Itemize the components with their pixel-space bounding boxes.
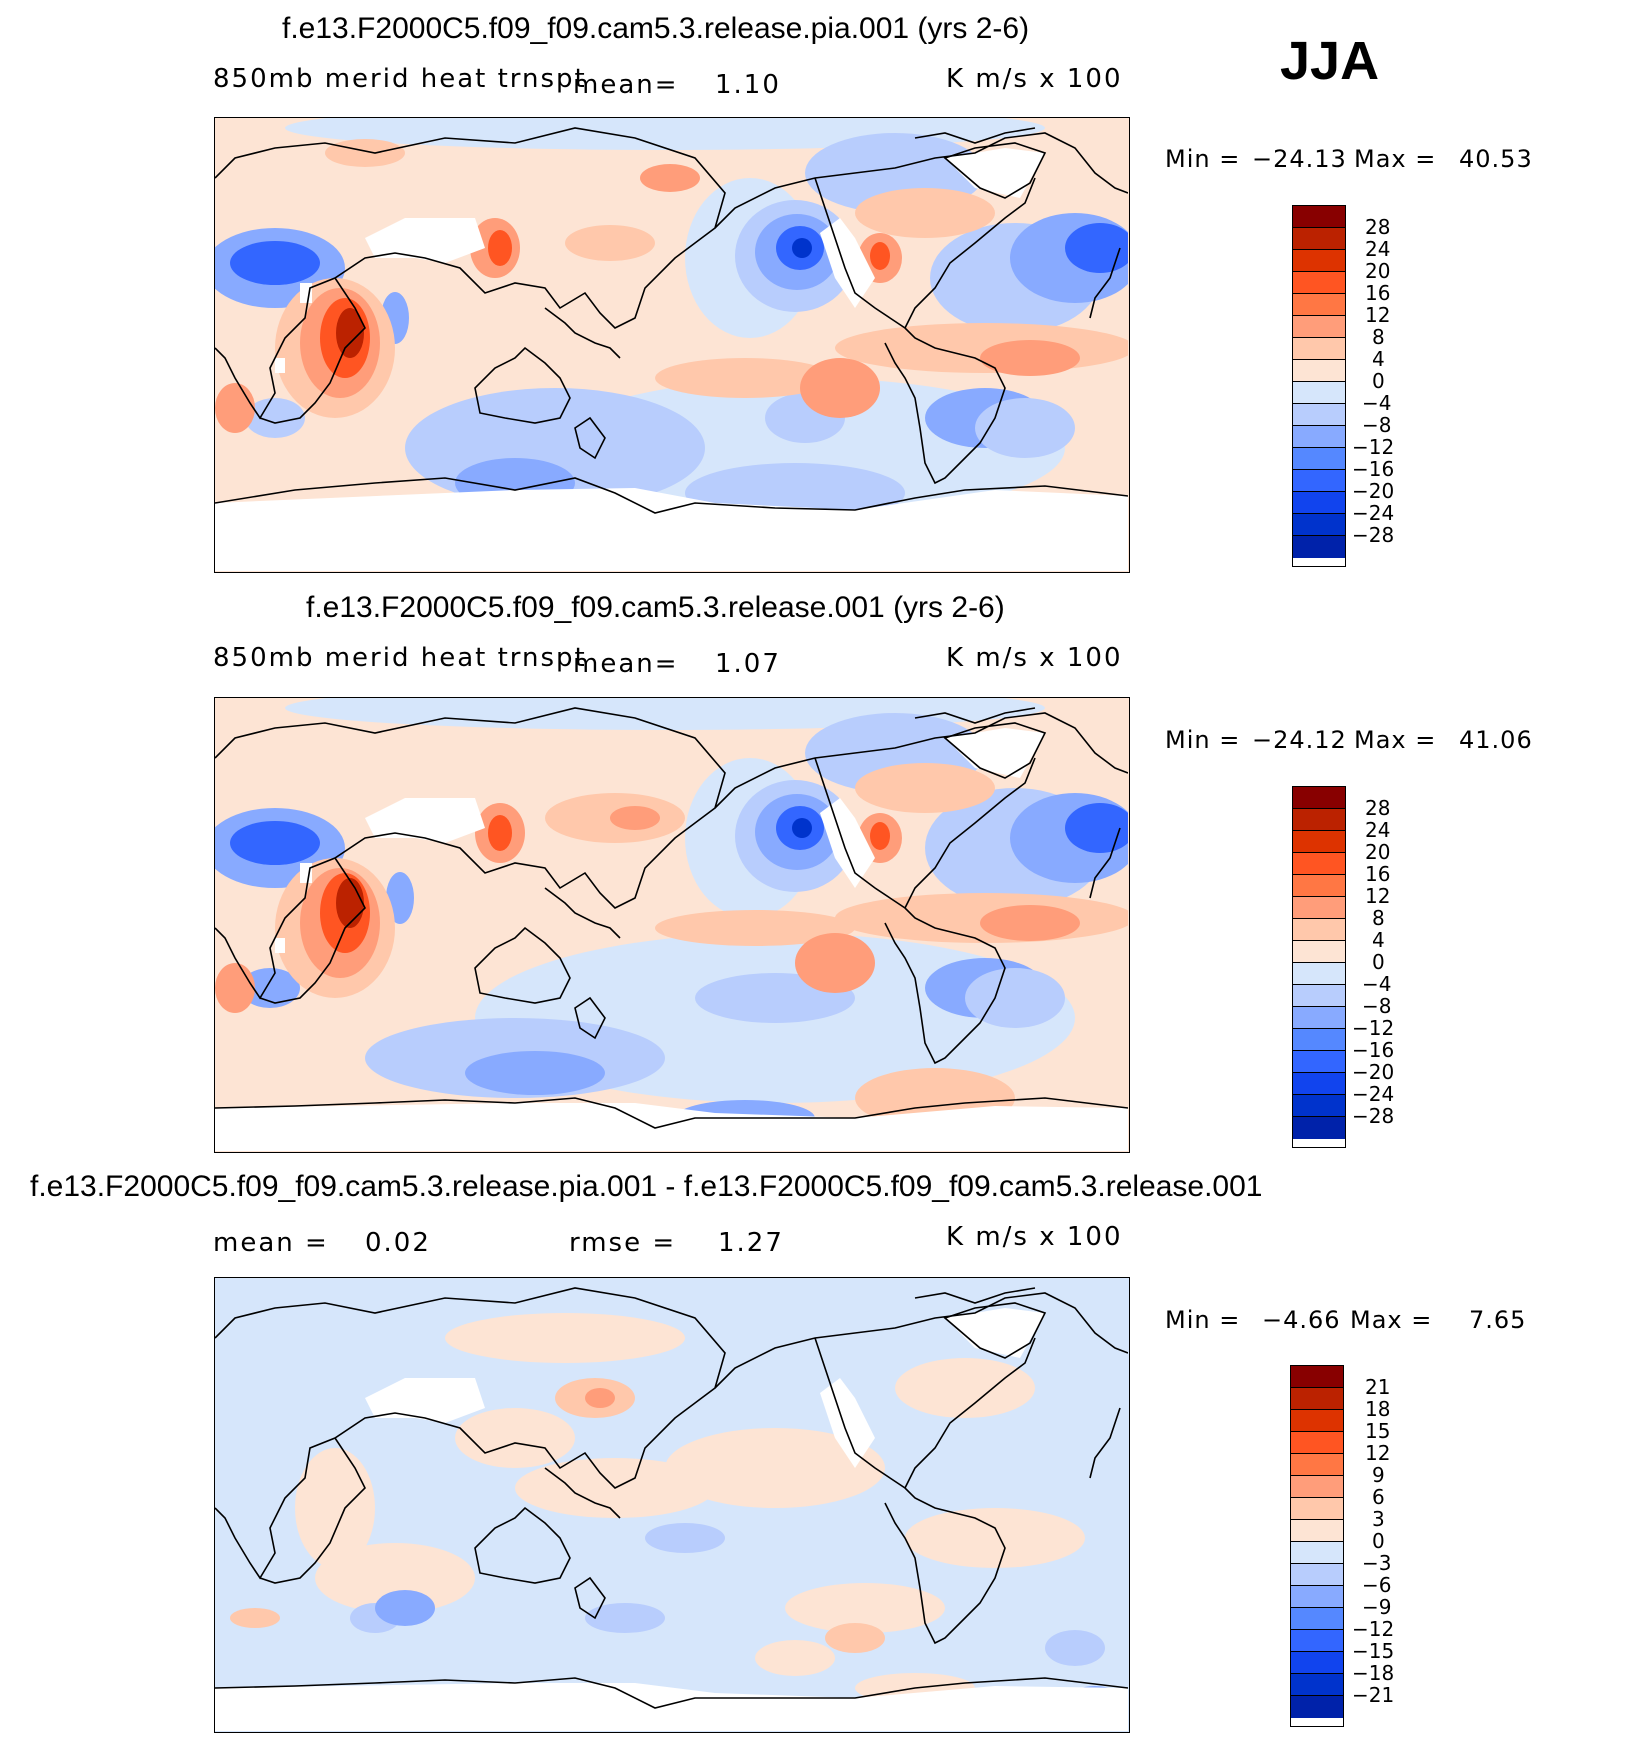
panel-1-tick: 20 xyxy=(1365,259,1391,283)
panel-2-tick: 28 xyxy=(1365,796,1391,820)
panel-3-tick: 21 xyxy=(1365,1375,1391,1399)
panel-2-tick: −20 xyxy=(1352,1060,1395,1084)
panel-3-tick: 0 xyxy=(1372,1529,1385,1553)
panel-2-tick: 0 xyxy=(1372,950,1385,974)
panel-3-title: f.e13.F2000C5.f09_f09.cam5.3.release.pia… xyxy=(30,1170,1263,1203)
panel-1-masked-regions xyxy=(215,148,1128,571)
panel-3-tick: 15 xyxy=(1365,1419,1391,1443)
panel-3-coastlines xyxy=(215,1287,1128,1709)
panel-1-tick: −16 xyxy=(1352,457,1395,481)
panel-1-variable: 850mb merid heat trnspt xyxy=(213,64,587,94)
panel-1-tick: −20 xyxy=(1352,479,1395,503)
panel-3-tick: 12 xyxy=(1365,1441,1391,1465)
panel-2-tick: 12 xyxy=(1365,884,1391,908)
season-label: JJA xyxy=(1280,31,1380,91)
panel-3-map xyxy=(214,1277,1130,1733)
panel-3-tick: 9 xyxy=(1372,1463,1385,1487)
panel-2-tick: 8 xyxy=(1372,906,1385,930)
panel-3-tick: 18 xyxy=(1365,1397,1391,1421)
panel-1-tick: 24 xyxy=(1365,237,1391,261)
panel-1-tick: 28 xyxy=(1365,215,1391,239)
panel-3-positive-anomalies xyxy=(230,1313,1085,1703)
panel-2-coastlines xyxy=(215,707,1128,1129)
panel-3-rmse-value: 1.27 xyxy=(718,1228,784,1258)
panel-1-tick: −28 xyxy=(1352,523,1395,547)
panel-2-max-value: 41.06 xyxy=(1459,726,1533,754)
panel-3-max-label: Max = xyxy=(1350,1306,1433,1334)
panel-1-tick: −8 xyxy=(1362,413,1392,437)
panel-2-max-label: Max = xyxy=(1354,726,1437,754)
panel-1-units: K m/s x 100 xyxy=(946,64,1123,94)
panel-1-min-label: Min = xyxy=(1165,145,1241,173)
panel-2-mean-label: mean= xyxy=(573,649,679,679)
panel-2-colorbar xyxy=(1292,786,1346,1148)
panel-2-tick: 24 xyxy=(1365,818,1391,842)
panel-3-tick: −9 xyxy=(1362,1595,1392,1619)
panel-3-mean-label: mean = xyxy=(213,1228,329,1258)
panel-1-tick: −24 xyxy=(1352,501,1395,525)
panel-1-mean-label: mean= xyxy=(573,70,679,100)
panel-2-tick: −4 xyxy=(1362,972,1392,996)
panel-2-tick: −8 xyxy=(1362,994,1392,1018)
panel-1-colorbar xyxy=(1292,205,1346,567)
panel-2-tick: 4 xyxy=(1372,928,1385,952)
panel-3-tick: −15 xyxy=(1352,1639,1395,1663)
panel-2-variable: 850mb merid heat trnspt xyxy=(213,643,587,673)
panel-2-units: K m/s x 100 xyxy=(946,643,1123,673)
panel-1-title: f.e13.F2000C5.f09_f09.cam5.3.release.pia… xyxy=(282,12,1030,45)
panel-3-tick: 3 xyxy=(1372,1507,1385,1531)
panel-1-tick: 4 xyxy=(1372,347,1385,371)
panel-3-negative-anomalies xyxy=(350,1523,1120,1710)
panel-3-masked-regions xyxy=(215,1308,1128,1731)
panel-2-tick: 20 xyxy=(1365,840,1391,864)
panel-3-tick: 6 xyxy=(1372,1485,1385,1509)
panel-1-min-value: −24.13 xyxy=(1252,145,1347,173)
panel-2-min-value: −24.12 xyxy=(1252,726,1347,754)
panel-2-tick: −24 xyxy=(1352,1082,1395,1106)
panel-1-tick: 8 xyxy=(1372,325,1385,349)
panel-1-coastlines xyxy=(215,127,1128,514)
panel-1-tick: 0 xyxy=(1372,369,1385,393)
panel-2-tick: −12 xyxy=(1352,1016,1395,1040)
panel-2-map xyxy=(214,697,1130,1153)
panel-3-rmse-label: rmse = xyxy=(569,1228,677,1258)
panel-3-tick: −6 xyxy=(1362,1573,1392,1597)
panel-1-tick: −4 xyxy=(1362,391,1392,415)
panel-1-map xyxy=(214,117,1130,573)
panel-2-title: f.e13.F2000C5.f09_f09.cam5.3.release.001… xyxy=(306,591,1005,624)
panel-3-colorbar xyxy=(1290,1365,1344,1727)
panel-3-max-value: 7.65 xyxy=(1469,1306,1527,1334)
panel-3-min-label: Min = xyxy=(1165,1306,1241,1334)
panel-3-tick: −3 xyxy=(1362,1551,1392,1575)
panel-1-tick: −12 xyxy=(1352,435,1395,459)
panel-2-masked-regions xyxy=(215,728,1128,1151)
panel-2-tick: −16 xyxy=(1352,1038,1395,1062)
panel-3-units: K m/s x 100 xyxy=(946,1222,1123,1252)
panel-3-tick: −12 xyxy=(1352,1617,1395,1641)
panel-1-max-value: 40.53 xyxy=(1459,145,1533,173)
panel-3-min-value: −4.66 xyxy=(1262,1306,1341,1334)
panel-1-tick: 16 xyxy=(1365,281,1391,305)
panel-2-positive-anomalies xyxy=(215,763,1128,1144)
panel-2-tick: −28 xyxy=(1352,1104,1395,1128)
panel-3-mean-value: 0.02 xyxy=(365,1228,431,1258)
panel-2-min-label: Min = xyxy=(1165,726,1241,754)
panel-3-tick: −21 xyxy=(1352,1683,1395,1707)
panel-1-tick: 12 xyxy=(1365,303,1391,327)
panel-1-mean-value: 1.10 xyxy=(715,70,781,100)
panel-2-tick: 16 xyxy=(1365,862,1391,886)
panel-2-mean-value: 1.07 xyxy=(715,649,781,679)
panel-3-tick: −18 xyxy=(1352,1661,1395,1685)
panel-1-max-label: Max = xyxy=(1354,145,1437,173)
